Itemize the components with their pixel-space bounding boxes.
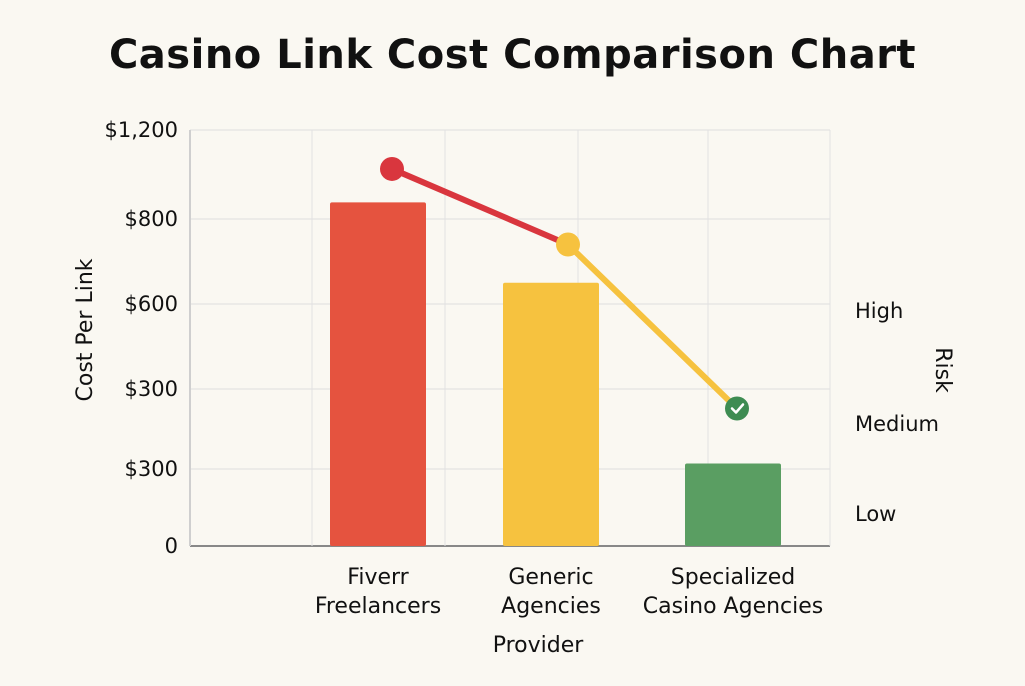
x-category-label: Agencies <box>501 594 601 619</box>
x-category-label: Freelancers <box>315 594 441 619</box>
risk-axis-title: Risk <box>930 347 955 393</box>
risk-line-segment <box>565 241 740 412</box>
x-category-label: Generic <box>508 565 593 590</box>
risk-point <box>380 156 404 181</box>
x-category-label: Casino Agencies <box>643 594 824 619</box>
bar <box>330 202 426 546</box>
bar <box>685 463 781 546</box>
x-category-label: Specialized <box>671 565 795 590</box>
y-tick-label: 0 <box>165 534 178 558</box>
risk-tick-label: Medium <box>855 412 939 436</box>
y-tick-label: $800 <box>125 207 178 231</box>
y-axis-title: Cost Per Link <box>73 258 98 401</box>
y-tick-label: $600 <box>125 292 178 316</box>
risk-point <box>725 396 749 421</box>
risk-line-segment <box>389 165 571 248</box>
chart-title: Casino Link Cost Comparison Chart <box>108 32 917 78</box>
risk-point <box>556 232 580 257</box>
y-tick-label: $1,200 <box>105 118 178 142</box>
risk-tick-label: Low <box>855 502 896 526</box>
y-tick-label: $300 <box>125 377 178 401</box>
x-category-label: Fiverr <box>347 565 409 590</box>
checkmark-icon <box>730 403 745 414</box>
risk-tick-label: High <box>855 299 903 323</box>
bar <box>503 282 599 546</box>
x-axis-title: Provider <box>493 633 585 658</box>
y-tick-label: $300 <box>125 457 178 481</box>
